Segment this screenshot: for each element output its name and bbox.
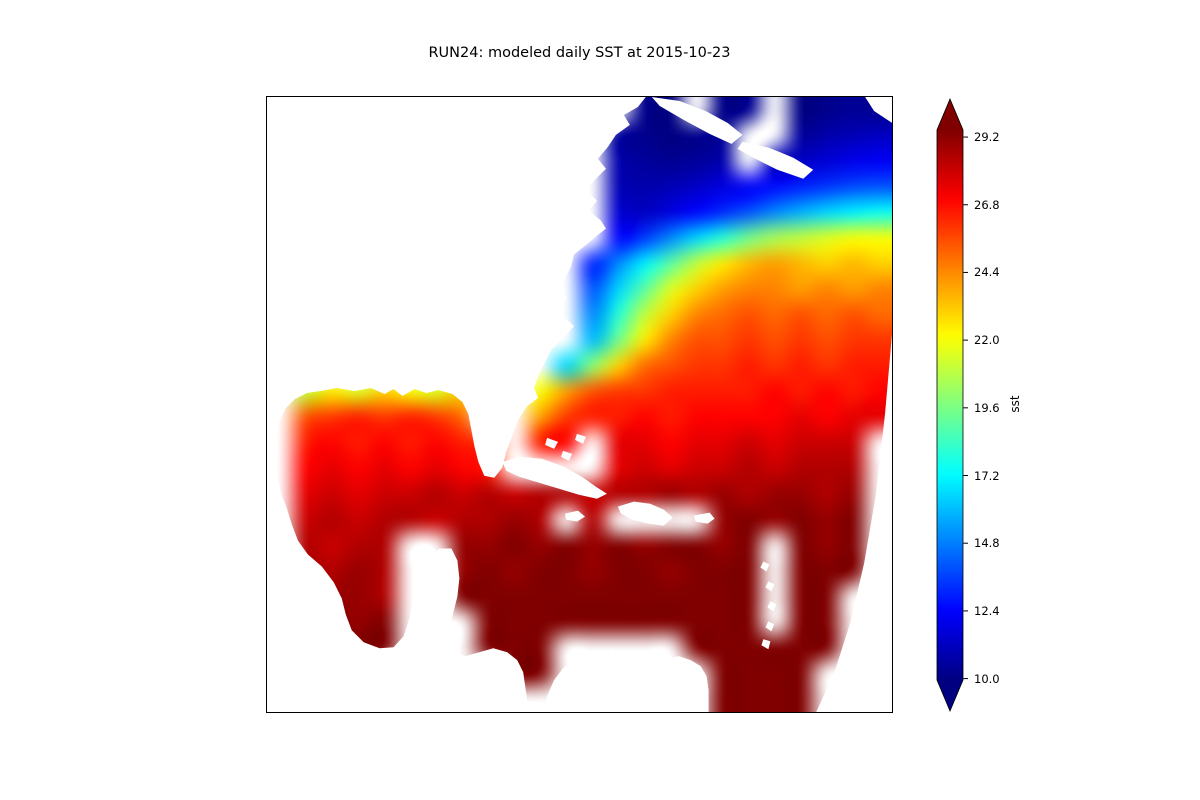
land-bahamas-3: [575, 433, 586, 444]
colorbar-tick-label: 26.8: [974, 197, 1000, 212]
land-jamaica: [565, 510, 585, 522]
land-antilles-1: [760, 561, 770, 572]
land-south-america: [544, 648, 709, 712]
land-bahamas-1: [545, 437, 559, 449]
land-cuba: [502, 456, 607, 499]
colorbar-label: sst: [1008, 395, 1022, 413]
colorbar-tick-label: 10.0: [974, 671, 1000, 686]
map-axes: [266, 96, 893, 713]
colorbar-tick-label: 19.6: [974, 400, 1000, 415]
land-antilles-5: [761, 639, 771, 650]
colorbar-tick-label: 22.0: [974, 333, 1000, 348]
colorbar-tick-label: 24.4: [974, 265, 1000, 280]
colorbar-tick-label: 12.4: [974, 603, 1000, 618]
colorbar-tick-label: 29.2: [974, 130, 1000, 145]
colorbar-tick-label: 17.2: [974, 468, 1000, 483]
land-maritimes-1: [651, 97, 743, 144]
land-nova-scotia: [737, 141, 814, 179]
land-bahamas-2: [561, 450, 573, 461]
land-puerto-rico: [693, 512, 715, 524]
land-antilles-4: [765, 621, 775, 632]
land-newfoundland-corner: [865, 97, 892, 123]
land-north-america: [267, 97, 646, 712]
figure-title: RUN24: modeled daily SST at 2015-10-23: [428, 45, 731, 61]
land-overlay: [267, 97, 892, 712]
land-antilles-2: [765, 581, 775, 592]
domain-edge-east: [816, 334, 892, 712]
colorbar: 10.0 12.4 14.8 17.2 19.6 22.0 24.4 26.8 29.2: [936, 97, 1027, 713]
colorbar-svg: [936, 97, 968, 713]
land-antilles-3: [767, 601, 777, 612]
colorbar-bar: [936, 97, 964, 713]
land-hispaniola: [617, 501, 673, 526]
colorbar-ticks: 10.0 12.4 14.8 17.2 19.6 22.0 24.4 26.8 29.2: [937, 99, 1027, 711]
colorbar-tick-label: 14.8: [974, 536, 1000, 551]
